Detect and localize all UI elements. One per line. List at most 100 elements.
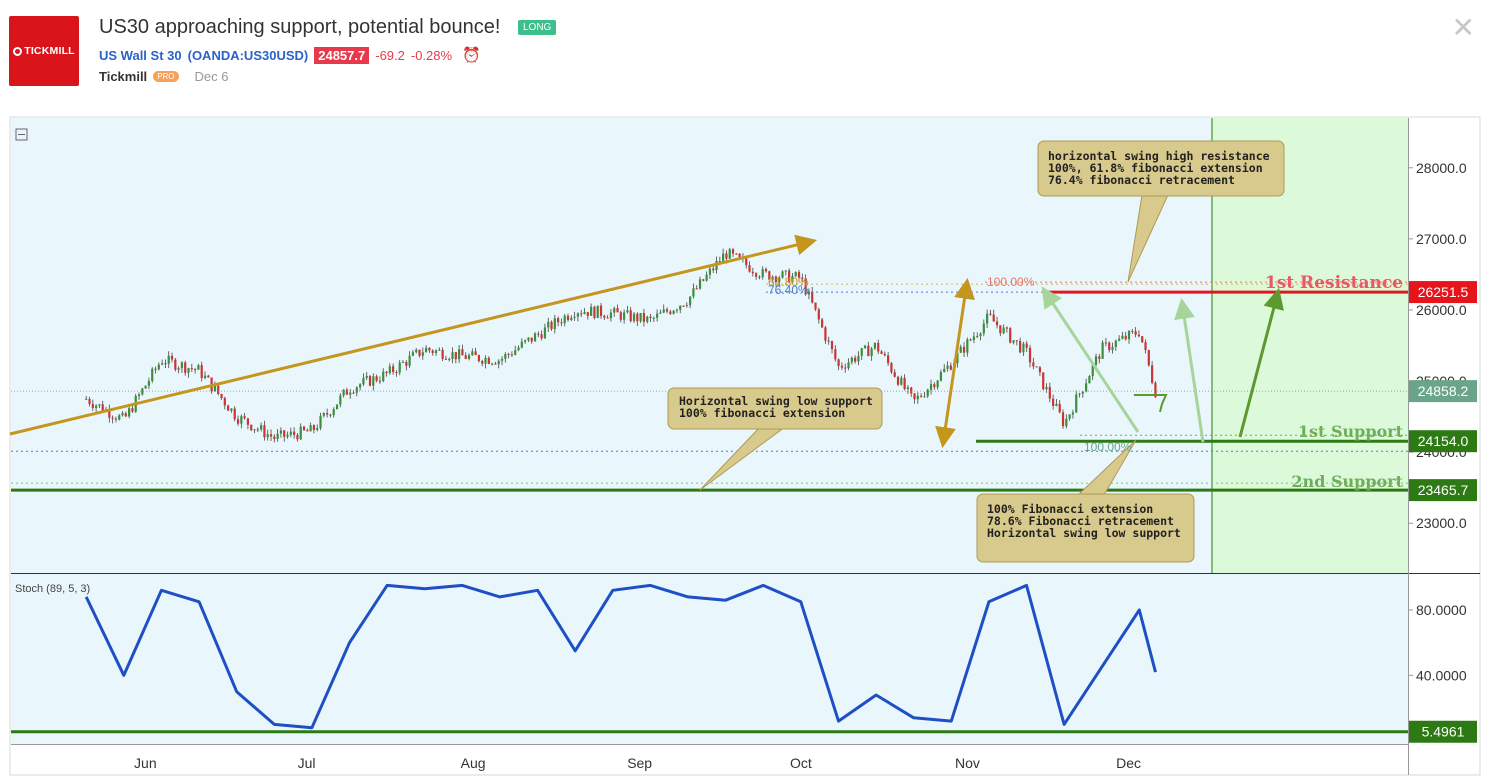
candle-body <box>283 430 286 437</box>
candle-body <box>1005 327 1009 329</box>
candle-body <box>1098 356 1101 359</box>
time-tick-label: Aug <box>461 755 486 771</box>
candle-body <box>477 355 481 361</box>
candle-body <box>273 436 276 439</box>
candle-body <box>504 353 507 359</box>
candle-body <box>141 388 144 395</box>
candle-body <box>1058 403 1061 413</box>
candle-body <box>448 358 451 360</box>
candle-body <box>253 429 256 431</box>
candle-body <box>880 351 883 354</box>
candle-body <box>319 415 322 429</box>
candle-body <box>642 313 646 322</box>
candle-body <box>1121 335 1124 339</box>
candle-body <box>1025 343 1028 348</box>
candle-body <box>494 363 497 365</box>
candle-body <box>939 372 943 381</box>
candle-body <box>421 352 424 356</box>
candle-body <box>372 376 375 386</box>
candle-body <box>995 321 999 326</box>
resistance-note-line-3: 76.4% fibonacci retracement <box>1048 173 1235 187</box>
candle-body <box>131 408 134 412</box>
stoch-level-tag: 5.4961 <box>1422 724 1465 740</box>
candle-body <box>395 372 398 374</box>
candle-body <box>438 349 441 351</box>
candle-body <box>702 279 705 281</box>
candle-body <box>375 376 378 381</box>
fib-label-100-top: 100.00% <box>987 275 1035 289</box>
candle-body <box>778 277 781 282</box>
candle-body <box>266 434 269 438</box>
candle-body <box>306 430 309 432</box>
candle-body <box>128 408 131 417</box>
candle-body <box>322 413 325 416</box>
candle-body <box>302 426 306 431</box>
idea-title: US30 approaching support, potential boun… <box>99 16 501 38</box>
candle-body <box>748 265 751 272</box>
candle-body <box>111 417 114 419</box>
stoch-pane <box>11 574 1408 744</box>
candle-body <box>540 334 543 339</box>
candle-body <box>972 336 976 341</box>
candle-body <box>355 387 358 393</box>
candle-body <box>738 253 741 258</box>
candle-body <box>464 355 467 359</box>
candle-body <box>467 355 471 359</box>
candle-body <box>1022 343 1025 353</box>
support-note-line-2: 78.6% Fibonacci retracement <box>987 514 1174 528</box>
resistance-price-tag: 26251.5 <box>1418 284 1469 300</box>
candle-body <box>1002 327 1005 334</box>
candle-body <box>223 398 226 406</box>
close-icon[interactable]: ✕ <box>1451 12 1475 43</box>
candle-body <box>1147 350 1150 366</box>
swing-low-callout: Horizontal swing low support 100% fibona… <box>667 387 883 491</box>
candle-body <box>441 349 444 359</box>
candle-body <box>170 355 174 360</box>
candle-body <box>781 271 784 278</box>
author-link[interactable]: Tickmill <box>99 69 148 84</box>
candle-body <box>88 398 91 404</box>
candle-body <box>890 363 893 373</box>
alarm-clock-icon[interactable]: ⏰ <box>462 47 481 64</box>
down-leg-arrow <box>1041 286 1140 433</box>
resistance-callout: horizontal swing high resistance 100%, 6… <box>1037 140 1285 283</box>
candle-body <box>497 360 500 365</box>
candle-body <box>712 268 715 271</box>
candle-body <box>976 336 979 338</box>
candle-body <box>936 380 939 388</box>
candle-body <box>184 362 187 373</box>
candle-body <box>1032 362 1035 367</box>
candle-body <box>405 362 408 366</box>
candle-body <box>269 434 273 437</box>
candle-body <box>807 291 811 295</box>
candle-body <box>408 355 411 366</box>
candle-body <box>124 413 127 417</box>
candle-body <box>1035 366 1038 368</box>
candle-body <box>213 385 217 392</box>
support-price-tag-bg <box>1409 430 1477 453</box>
candle-body <box>352 392 355 394</box>
price-tick-label: 26000.0 <box>1416 302 1467 318</box>
candle-body <box>174 359 177 370</box>
candle-body <box>1111 346 1114 351</box>
candle-body <box>679 305 682 310</box>
candle-body <box>164 363 167 365</box>
stoch-indicator-label[interactable]: Stoch (89, 5, 3) <box>15 583 90 595</box>
candle-body <box>718 261 721 263</box>
candle-body <box>217 385 220 395</box>
candle-body <box>151 368 154 381</box>
symbol-code-link[interactable]: (OANDA:US30USD) <box>187 47 309 63</box>
candle-body <box>401 362 405 364</box>
candle-body <box>167 355 170 364</box>
collapse-pane-button[interactable] <box>15 128 28 141</box>
candle-body <box>794 272 797 277</box>
candle-body <box>910 387 913 394</box>
candle-body <box>877 342 880 352</box>
swing-range-arrow <box>935 277 975 449</box>
candle-body <box>906 387 910 389</box>
candle-body <box>95 405 98 408</box>
symbol-name-link[interactable]: US Wall St 30 <box>99 47 182 63</box>
candle-body <box>788 270 791 283</box>
candle-body <box>870 348 873 357</box>
